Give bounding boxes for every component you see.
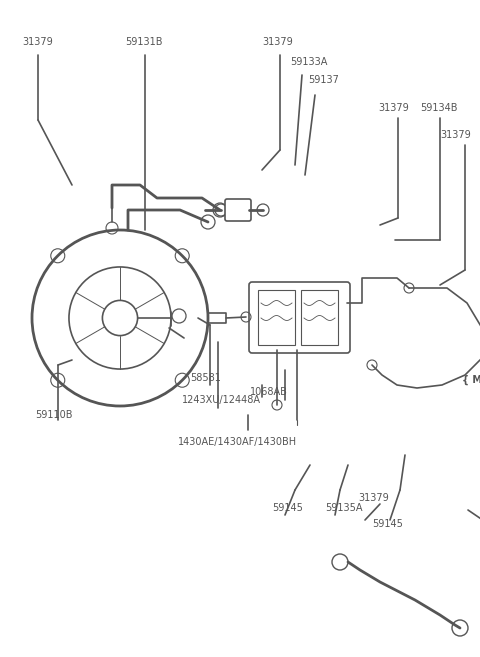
Text: 59137: 59137 (308, 75, 339, 85)
Circle shape (272, 400, 282, 410)
Text: 59133A: 59133A (290, 57, 327, 67)
Text: 31379: 31379 (440, 130, 471, 140)
Text: 31379: 31379 (358, 493, 389, 503)
Text: 31379: 31379 (378, 103, 409, 113)
Text: 58581: 58581 (190, 373, 221, 383)
Bar (258, 290, 295, 345)
Text: { MFI ONLY }: { MFI ONLY } (462, 375, 480, 385)
Text: 59145: 59145 (372, 519, 403, 529)
Text: 59145: 59145 (272, 503, 303, 513)
Text: 31379: 31379 (262, 37, 293, 47)
Text: 1243XU/12448A: 1243XU/12448A (182, 395, 261, 405)
Text: 59110B: 59110B (35, 410, 72, 420)
Bar (301, 290, 338, 345)
Text: 59135A: 59135A (325, 503, 362, 513)
Text: 59134B: 59134B (420, 103, 457, 113)
Circle shape (452, 620, 468, 636)
Text: 1430AE/1430AF/1430BH: 1430AE/1430AF/1430BH (178, 437, 297, 447)
FancyBboxPatch shape (225, 199, 251, 221)
Text: 31379: 31379 (22, 37, 53, 47)
Text: 59131B: 59131B (125, 37, 163, 47)
FancyBboxPatch shape (249, 282, 350, 353)
Text: 1068AB: 1068AB (250, 387, 288, 397)
Circle shape (332, 554, 348, 570)
